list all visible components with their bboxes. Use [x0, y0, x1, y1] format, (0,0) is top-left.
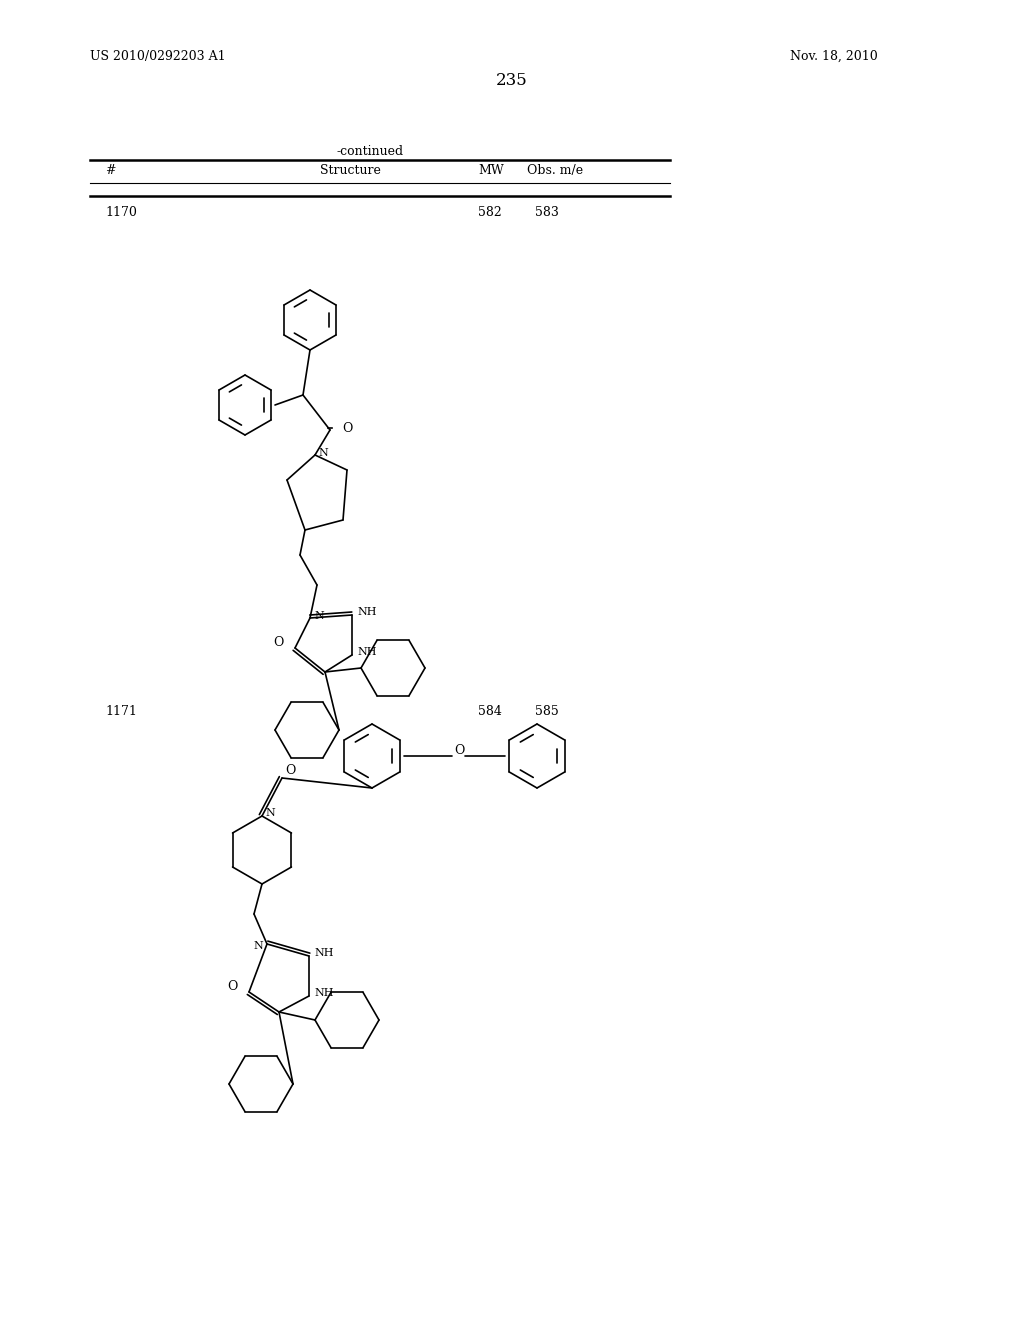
Text: Nov. 18, 2010: Nov. 18, 2010	[790, 50, 878, 63]
Text: 1171: 1171	[105, 705, 137, 718]
Text: O: O	[454, 744, 464, 758]
Text: Obs. m/e: Obs. m/e	[527, 164, 583, 177]
Text: NH: NH	[357, 607, 377, 616]
Text: N: N	[265, 808, 274, 818]
Text: 582: 582	[478, 206, 502, 219]
Text: O: O	[273, 636, 284, 649]
Text: US 2010/0292203 A1: US 2010/0292203 A1	[90, 50, 225, 63]
Text: #: #	[105, 164, 116, 177]
Text: NH: NH	[357, 647, 377, 657]
Text: 583: 583	[535, 206, 559, 219]
Text: 584: 584	[478, 705, 502, 718]
Text: 585: 585	[535, 705, 559, 718]
Text: N: N	[253, 941, 263, 950]
Text: O: O	[285, 763, 295, 776]
Text: N: N	[318, 447, 328, 458]
Text: MW: MW	[478, 164, 504, 177]
Text: 1170: 1170	[105, 206, 137, 219]
Text: O: O	[342, 421, 352, 434]
Text: 235: 235	[496, 73, 528, 88]
Text: Structure: Structure	[319, 164, 381, 177]
Text: N: N	[314, 611, 324, 620]
Text: NH: NH	[314, 987, 334, 998]
Text: NH: NH	[314, 948, 334, 958]
Text: O: O	[227, 981, 238, 994]
Text: -continued: -continued	[337, 145, 403, 158]
